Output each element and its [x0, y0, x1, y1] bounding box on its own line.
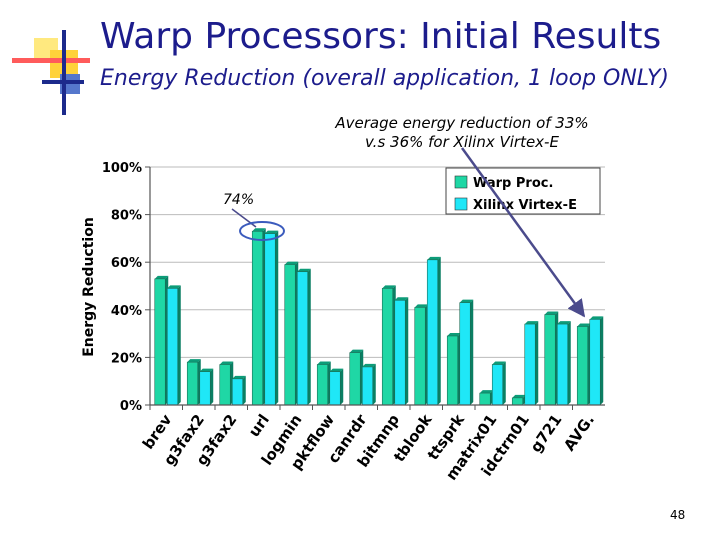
bar-xilinx — [589, 319, 601, 406]
bar-top — [577, 323, 591, 327]
bar-side — [372, 363, 376, 405]
bar-warp — [284, 264, 296, 406]
legend-swatch-xilinx — [454, 197, 468, 211]
y-axis-label: Energy Reduction — [81, 217, 97, 357]
bar-xilinx — [166, 288, 179, 406]
bar-top — [252, 228, 266, 232]
bar-top — [219, 361, 234, 365]
bar-side — [340, 368, 344, 405]
bar-side — [275, 230, 279, 405]
bar-warp — [446, 335, 459, 406]
bar-top — [349, 349, 364, 353]
bar-warp — [414, 307, 426, 406]
bar-top — [524, 321, 539, 325]
bar-side — [600, 316, 604, 405]
bar-xilinx — [361, 366, 374, 406]
bar-top — [512, 394, 526, 398]
bar-warp — [381, 288, 394, 406]
bar-top — [394, 297, 409, 301]
bar-top — [492, 361, 506, 365]
bar-xilinx — [491, 364, 504, 406]
bar-side — [210, 368, 214, 405]
y-tick-label: 80% — [111, 209, 142, 224]
bar-top — [284, 261, 299, 265]
bar-side — [307, 268, 311, 405]
bar-warp — [349, 352, 361, 406]
bar-xilinx — [524, 323, 536, 406]
bar-top — [459, 299, 474, 303]
bar-warp — [576, 326, 589, 406]
bar-top — [382, 285, 396, 289]
bar-xilinx — [459, 302, 471, 406]
bar-warp — [154, 278, 166, 406]
bar-side — [405, 297, 409, 405]
bar-warp — [544, 314, 556, 406]
bar-top — [232, 375, 246, 379]
bar-top — [414, 304, 429, 308]
page-number: 48 — [670, 508, 686, 522]
bar-top — [447, 332, 461, 336]
bar-xilinx — [329, 371, 341, 406]
bar-side — [177, 285, 181, 405]
bar-top — [479, 390, 494, 394]
bar-side — [437, 256, 441, 405]
bar-side — [567, 321, 571, 405]
bar-top — [199, 368, 214, 372]
x-tick-label: g721 — [527, 411, 566, 456]
bar-top — [557, 321, 571, 325]
y-tick-label: 100% — [102, 161, 142, 176]
slide-logo-icon — [12, 30, 90, 115]
bar-top — [264, 230, 279, 234]
chart-legend: Warp Proc. Xilinx Virtex-E — [445, 167, 601, 215]
avg-annotation-line2: v.s 36% for Xilinx Virtex-E — [365, 133, 559, 151]
bar-top — [362, 363, 376, 367]
bar-top — [589, 316, 604, 320]
slide-title: Warp Processors: Initial Results — [100, 16, 662, 57]
bar-top — [187, 359, 201, 363]
bar-xilinx — [199, 371, 211, 406]
x-tick-label: url — [245, 411, 273, 440]
bar-side — [242, 375, 246, 405]
x-tick-label: AVG. — [560, 411, 598, 454]
y-tick-label: 40% — [111, 304, 142, 319]
bar-warp — [186, 361, 199, 406]
bar-top — [167, 285, 181, 289]
bar-top — [317, 361, 331, 365]
bar-xilinx — [394, 299, 406, 406]
bar-top — [297, 268, 311, 272]
bar-top — [154, 275, 169, 279]
bar-xilinx — [556, 323, 569, 406]
y-tick-label: 20% — [111, 351, 142, 366]
avg-annotation-arrow — [460, 147, 586, 318]
bar-warp — [219, 364, 231, 406]
bar-warp — [479, 392, 491, 406]
avg-annotation-line1: Average energy reduction of 33% — [335, 114, 589, 132]
bar-xilinx — [296, 271, 309, 406]
highlight-label: 74% — [223, 192, 255, 208]
bar-top — [329, 368, 344, 372]
legend-swatch-warp — [454, 175, 468, 189]
slide-subtitle: Energy Reduction (overall application, 1… — [100, 66, 669, 91]
avg-annotation: Average energy reduction of 33% v.s 36% … — [312, 114, 612, 152]
bar-top — [544, 311, 559, 315]
bar-warp — [251, 230, 264, 406]
bar-warp — [316, 364, 329, 406]
highlight-ellipse — [239, 221, 285, 241]
bar-xilinx — [426, 259, 439, 406]
bar-xilinx — [264, 233, 276, 406]
bar-side — [535, 321, 539, 405]
highlight-pointer — [231, 208, 257, 228]
bar-xilinx — [231, 378, 244, 406]
legend-label-warp: Warp Proc. — [473, 176, 553, 191]
bar-side — [470, 299, 474, 405]
y-tick-label: 60% — [111, 256, 142, 271]
bar-side — [502, 361, 506, 405]
bar-top — [427, 256, 441, 260]
bar-warp — [511, 397, 524, 406]
y-tick-label: 0% — [120, 399, 142, 414]
legend-label-xilinx: Xilinx Virtex-E — [473, 198, 577, 213]
